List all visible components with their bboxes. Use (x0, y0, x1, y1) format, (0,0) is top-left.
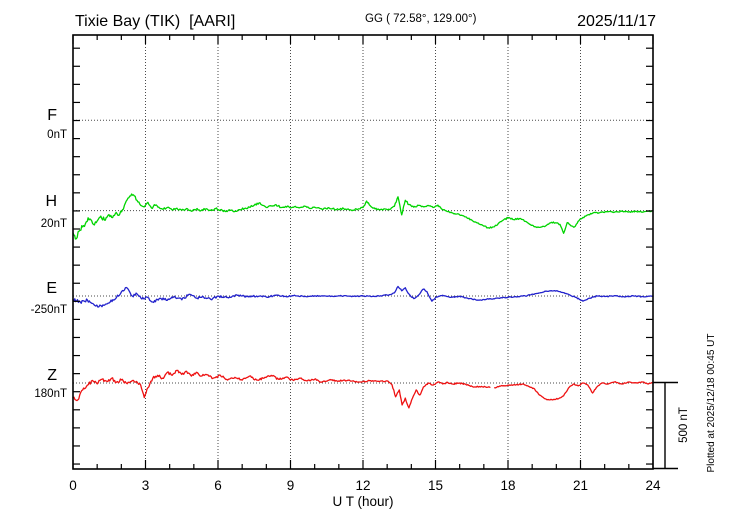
x-axis-label: U T (hour) (332, 494, 393, 509)
gridlines-layer (73, 35, 653, 469)
x-tick-label: 0 (69, 478, 77, 493)
plotted-at-note: Plotted at 2025/12/18 00:45 UT (706, 334, 717, 473)
component-baseline-z: 180nT (34, 388, 67, 400)
x-tick-label: 9 (287, 478, 295, 493)
x-tick-label: 18 (500, 478, 515, 493)
traces-layer (72, 193, 654, 409)
component-label-z: Z (47, 367, 57, 384)
plot-date: 2025/11/17 (577, 13, 656, 30)
geographic-coordinates: GG ( 72.58°, 129.00°) (365, 13, 477, 25)
trace-z (494, 381, 654, 401)
x-tick-label: 15 (428, 478, 443, 493)
component-label-e: E (46, 280, 57, 297)
component-label-h: H (45, 193, 57, 210)
x-tick-label: 24 (645, 478, 661, 493)
scale-bar-label: 500 nT (678, 407, 690, 443)
x-tick-label: 21 (573, 478, 588, 493)
station-title: Tixie Bay (TIK) [AARI] (75, 13, 235, 30)
x-tick-label: 12 (355, 478, 370, 493)
component-baseline-e: -250nT (31, 304, 67, 316)
x-tick-labels-layer: 0 3 6 9 12 15 18 21 24 (69, 478, 661, 493)
trace-e (72, 285, 654, 308)
component-baseline-h: 20nT (41, 218, 67, 230)
scale-bar: 500 nT (653, 381, 690, 470)
frame-layer (72, 34, 654, 470)
trace-h (72, 193, 654, 240)
component-baseline-f: 0nT (47, 129, 67, 141)
component-label-f: F (47, 107, 57, 124)
trace-z (72, 369, 491, 409)
x-tick-label: 3 (142, 478, 150, 493)
x-tick-label: 6 (214, 478, 222, 493)
